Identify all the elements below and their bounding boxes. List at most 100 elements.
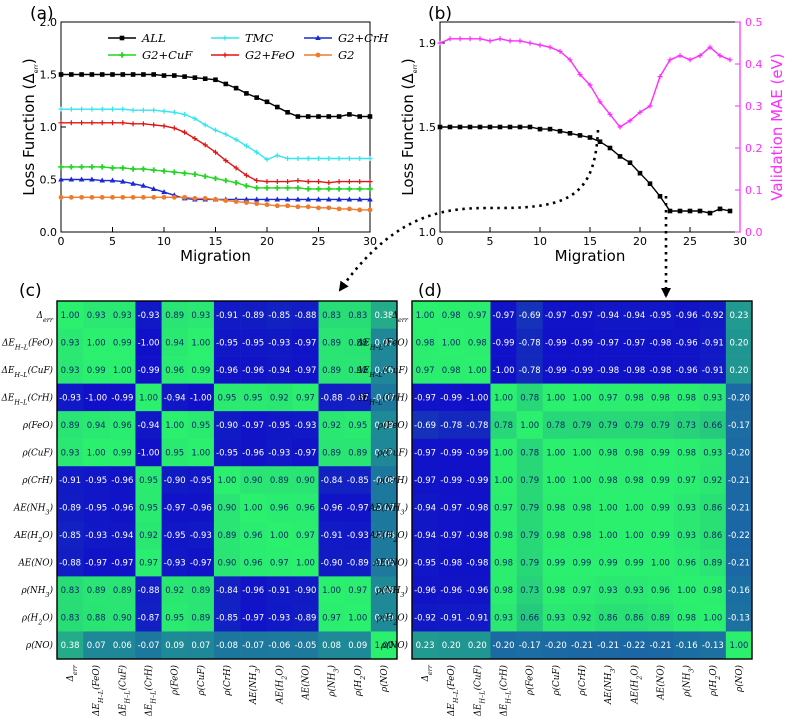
point-G2+CuF-4 (99, 164, 105, 170)
point-TMC-9 (151, 107, 157, 113)
heat-cell-0-10 (318, 301, 345, 329)
point-ALL-14 (202, 76, 208, 81)
heat-value-4-4: 1.00 (520, 421, 539, 431)
heat-value-0-8: -0.85 (268, 311, 290, 321)
heat-value-1-2: 0.98 (468, 338, 487, 348)
heat-cell-1-1 (438, 328, 465, 357)
x-tick-label: 5 (487, 235, 494, 248)
heat-cell-10-9 (647, 576, 674, 605)
heat-cell-6-10 (318, 466, 345, 495)
y-tick-label: 0.5 (40, 174, 58, 187)
point-G2+CrH-1 (68, 176, 75, 182)
heat-cell-8-5 (187, 521, 215, 550)
point-G2+FeO-27 (336, 179, 342, 185)
point-G2+FeO-7 (130, 121, 136, 127)
heat-cell-10-10 (318, 576, 345, 605)
heat-cell-5-1 (438, 438, 465, 467)
heat-cell-5-7 (595, 438, 622, 467)
heat-cell-2-11 (344, 356, 372, 384)
heat-value-10-7: 0.93 (599, 586, 618, 596)
legend-label-G2+CrH: G2+CrH (338, 31, 389, 45)
heat-value-10-6: -0.84 (216, 586, 238, 596)
heat-value-10-7: -0.96 (242, 586, 264, 596)
heat-cell-3-5 (187, 383, 215, 412)
heat-cell-9-10 (318, 548, 345, 577)
heat-value-9-5: -0.97 (190, 559, 212, 569)
point-G2+FeO-20 (264, 179, 270, 185)
heat-value-0-7: -0.94 (597, 311, 619, 321)
point-G2-23 (295, 204, 301, 210)
point-ALL-19 (627, 160, 633, 165)
heat-value-1-0: 0.93 (61, 338, 80, 348)
heat-cell-7-8 (621, 493, 648, 522)
heat-value-11-8: 0.86 (625, 614, 644, 624)
point-G2+FeO-19 (254, 178, 260, 184)
heat-cell-6-5 (187, 466, 215, 495)
heat-value-0-5: -0.97 (545, 311, 567, 321)
heat-value-8-10: 0.93 (677, 531, 696, 541)
point-G2-15 (213, 197, 218, 202)
point-TMC-5 (110, 106, 115, 112)
heat-value-6-0: -0.97 (414, 476, 436, 486)
heat-value-9-2: -0.97 (111, 559, 133, 569)
heat-value-12-12: 1.00 (729, 641, 748, 651)
point-G2+CrH-10 (161, 189, 167, 195)
heat-cell-2-1 (83, 356, 110, 384)
point-G2+FeO-10 (161, 123, 167, 129)
heat-value-0-12: 0.23 (729, 311, 748, 321)
point-MAE-24 (677, 53, 683, 59)
heat-value-3-0: -0.97 (414, 393, 436, 403)
point-G2+CrH-5 (109, 177, 116, 183)
heat-value-2-4: 0.96 (165, 366, 184, 376)
point-MAE-0 (437, 40, 443, 46)
heat-cell-1-10 (673, 328, 700, 357)
point-G2+CrH-20 (264, 196, 270, 202)
point-G2+CuF-24 (305, 186, 311, 192)
heat-cell-5-6 (568, 438, 596, 467)
point-G2-26 (326, 205, 332, 211)
heat-cell-0-9 (647, 301, 674, 329)
point-G2+FeO-29 (357, 179, 363, 185)
heat-cell-6-8 (621, 466, 648, 495)
heat-cell-4-6 (213, 411, 241, 439)
point-G2+FeO-11 (171, 125, 177, 131)
point-G2+FeO-9 (151, 122, 157, 128)
heat-value-8-3: 0.92 (139, 531, 158, 541)
heat-cell-1-11 (699, 328, 727, 357)
point-G2+CrH-22 (284, 196, 291, 202)
heat-value-12-0: 0.38 (61, 641, 80, 651)
point-TMC-0 (58, 106, 64, 112)
heat-cell-0-4 (516, 301, 544, 329)
heat-value-8-6: 0.98 (573, 531, 592, 541)
x-tick-label: 25 (312, 235, 326, 248)
col-label: ΔEH–L(CuF) (117, 664, 131, 716)
point-G2+CuF-15 (212, 175, 219, 182)
heat-value-11-6: -0.85 (216, 614, 238, 624)
heat-cell-5-12 (725, 438, 753, 467)
row-label: ρ(NH3) (375, 585, 408, 599)
point-MAE-9 (527, 40, 533, 46)
heat-value-4-5: 0.95 (191, 421, 210, 431)
y-tick-label: 1.0 (40, 121, 58, 134)
point-ALL-21 (275, 104, 280, 110)
heat-value-7-6: 0.98 (573, 504, 592, 514)
heat-cell-9-1 (83, 548, 110, 577)
col-label: AE(H2O) (274, 664, 288, 704)
heat-cell-12-4 (516, 631, 544, 660)
heat-cell-3-7 (240, 383, 267, 412)
point-G2+FeO-3 (89, 120, 95, 126)
col-label: ρ(FeO) (525, 664, 536, 696)
heat-value-1-3: -1.00 (138, 338, 160, 348)
point-G2+CrH-21 (274, 196, 281, 202)
row-label: ΔEH–L(FeO) (1, 337, 54, 351)
point-MAE-13 (567, 57, 573, 63)
heat-value-12-10: -0.16 (676, 641, 698, 651)
heat-value-4-8: 0.79 (625, 421, 644, 431)
point-MAE-23 (667, 57, 673, 63)
heat-value-11-4: 0.95 (165, 614, 184, 624)
point-G2+CuF-29 (357, 186, 363, 192)
point-G2+CuF-7 (130, 166, 136, 172)
heat-value-4-10: 0.92 (322, 421, 341, 431)
heat-value-10-5: 0.89 (191, 586, 210, 596)
heat-cell-9-2 (109, 548, 136, 577)
